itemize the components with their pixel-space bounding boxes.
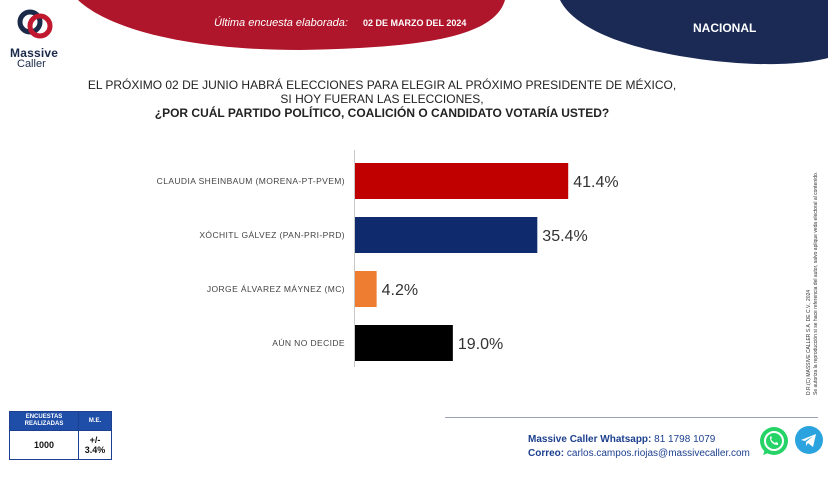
logo-text-caller: Caller bbox=[17, 58, 46, 70]
survey-date-banner: Última encuesta elaborada: 02 DE MARZO D… bbox=[214, 17, 466, 29]
scope-label: NACIONAL bbox=[693, 21, 757, 35]
header-navy-band bbox=[560, 0, 828, 65]
category-label-1: CLAUDIA SHEINBAUM (MORENA-PT-PVEM) bbox=[157, 176, 345, 186]
category-label-4: AÚN NO DECIDE bbox=[272, 338, 345, 348]
whatsapp-contact-line: Massive Caller Whatsapp: 81 1798 1079 bbox=[528, 433, 750, 447]
bar-1 bbox=[355, 163, 569, 199]
whatsapp-label: Massive Caller Whatsapp: bbox=[528, 434, 652, 445]
bar-3 bbox=[355, 271, 377, 307]
category-label-2: XÓCHITL GÁLVEZ (PAN-PRI-PRD) bbox=[199, 230, 345, 240]
question-line-3: ¿POR CUÁL PARTIDO POLÍTICO, COALICIÓN O … bbox=[154, 106, 610, 120]
survey-date-label: Última encuesta elaborada: bbox=[214, 17, 348, 29]
email-label: Correo: bbox=[528, 448, 565, 459]
bar-4 bbox=[355, 325, 453, 361]
value-label-1: 41.4% bbox=[573, 174, 618, 191]
survey-stats-table: ENCUESTAS REALIZADAS M.E. 1000 +/- 3.4% bbox=[9, 411, 112, 460]
whatsapp-icon[interactable] bbox=[757, 425, 791, 459]
side-note-line-1: D.R.(C) MASSIVE CALLER S.A. DE C.V., 202… bbox=[806, 289, 812, 395]
telegram-icon[interactable] bbox=[794, 425, 824, 455]
header-background bbox=[78, 0, 828, 65]
email-address[interactable]: carlos.campos.riojas@massivecaller.com bbox=[566, 448, 750, 459]
margin-error-value: +/- 3.4% bbox=[78, 430, 112, 460]
header-red-band bbox=[78, 0, 505, 50]
surveys-header: ENCUESTAS REALIZADAS bbox=[9, 411, 79, 431]
margin-error-header: M.E. bbox=[78, 411, 112, 431]
survey-date-value: 02 DE MARZO DEL 2024 bbox=[362, 18, 467, 28]
surveys-value: 1000 bbox=[9, 430, 79, 460]
value-label-3: 4.2% bbox=[382, 282, 418, 299]
side-note-line-2: Se autoriza la reproducción si se hace r… bbox=[813, 171, 819, 395]
logo-mark-icon bbox=[17, 9, 53, 39]
email-contact-line: Correo: carlos.campos.riojas@massivecall… bbox=[528, 447, 750, 461]
footer-divider bbox=[445, 417, 818, 418]
copyright-side-note: D.R.(C) MASSIVE CALLER S.A. DE C.V., 202… bbox=[806, 95, 819, 395]
value-label-4: 19.0% bbox=[458, 336, 503, 353]
question-line-2: SI HOY FUERAN LAS ELECCIONES, bbox=[280, 92, 484, 106]
question-line-1: EL PRÓXIMO 02 DE JUNIO HABRÁ ELECCIONES … bbox=[87, 78, 677, 92]
logo-text-massive: Massive bbox=[10, 46, 59, 60]
category-label-3: JORGE ÁLVAREZ MÁYNEZ (MC) bbox=[207, 284, 345, 294]
survey-question: EL PRÓXIMO 02 DE JUNIO HABRÁ ELECCIONES … bbox=[70, 78, 694, 120]
bar-2 bbox=[355, 217, 538, 253]
contact-info: Massive Caller Whatsapp: 81 1798 1079 Co… bbox=[528, 433, 750, 461]
whatsapp-number[interactable]: 81 1798 1079 bbox=[654, 434, 716, 445]
value-label-2: 35.4% bbox=[542, 228, 587, 245]
